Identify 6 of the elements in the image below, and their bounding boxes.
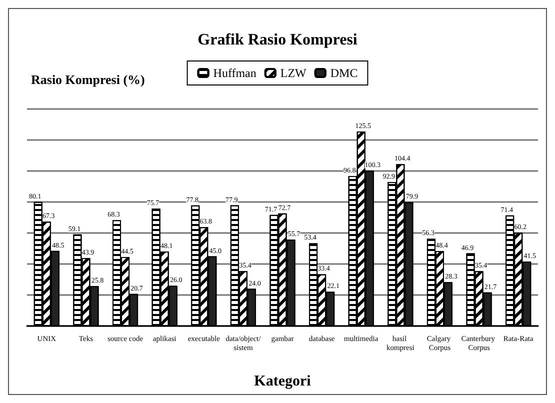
legend-label: LZW bbox=[280, 66, 308, 80]
legend-label: DMC bbox=[330, 66, 358, 80]
chart-title: Grafik Rasio Kompresi bbox=[198, 32, 358, 48]
y-axis-title: Rasio Kompresi (%) bbox=[31, 72, 145, 87]
x-axis-title: Kategori bbox=[254, 374, 311, 390]
legend-label: Huffman bbox=[213, 66, 256, 80]
